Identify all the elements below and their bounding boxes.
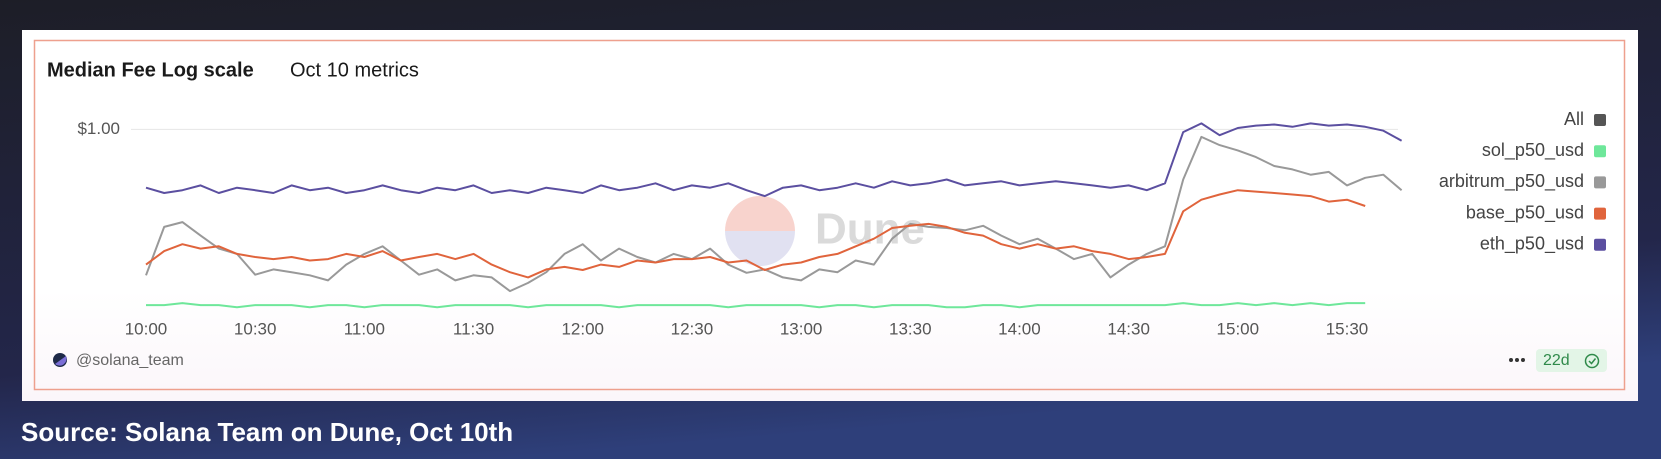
legend-label: base_p50_usd <box>1466 202 1584 223</box>
x-tick-label: 12:30 <box>671 319 714 338</box>
legend-item[interactable]: arbitrum_p50_usd <box>1439 171 1584 192</box>
legend-item[interactable]: eth_p50_usd <box>1480 234 1584 255</box>
avatar-accent <box>55 356 67 366</box>
legend-label: eth_p50_usd <box>1480 234 1584 255</box>
legend-label: All <box>1564 109 1584 129</box>
x-tick-label: 13:00 <box>780 319 823 338</box>
watermark-text: Dune <box>815 205 925 254</box>
y-tick-label: $1.00 <box>77 119 120 138</box>
x-tick-label: 10:30 <box>234 319 277 338</box>
series-line <box>145 122 1403 198</box>
dot <box>1521 358 1525 362</box>
legend-swatch <box>1594 207 1606 220</box>
x-tick-label: 11:30 <box>453 319 494 338</box>
legend-item[interactable]: sol_p50_usd <box>1482 140 1584 161</box>
legend: All sol_p50_usd arbitrum_p50_usd base_p50_u… <box>1439 109 1606 255</box>
x-tick-label: 14:30 <box>1107 319 1150 338</box>
watermark-logo-top <box>725 196 795 231</box>
legend-swatch <box>1594 145 1606 158</box>
legend-swatch <box>1594 176 1606 189</box>
legend-swatch <box>1594 238 1606 251</box>
x-tick-label: 15:00 <box>1217 319 1260 338</box>
author: @solana_team <box>76 352 184 369</box>
legend-swatch <box>1594 114 1606 126</box>
watermark-logo-bottom <box>725 231 795 266</box>
caption: Source: Solana Team on Dune, Oct 10th <box>21 417 513 447</box>
x-tick-label: 15:30 <box>1326 319 1369 338</box>
x-tick-label: 14:00 <box>998 319 1041 338</box>
more-menu[interactable] <box>1509 358 1525 362</box>
chart-title: Median Fee Log scale <box>47 59 254 81</box>
legend-label: sol_p50_usd <box>1482 140 1584 161</box>
card <box>22 30 1638 401</box>
age-text: 22d <box>1543 352 1570 369</box>
plot: $1.00 10:00 10:30 11:00 11:30 12:00 12:30 13:00… <box>77 119 1403 338</box>
check-mark <box>1588 358 1597 365</box>
legend-label: arbitrum_p50_usd <box>1439 171 1584 192</box>
legend-entries: sol_p50_usd arbitrum_p50_usd base_p50_usde… <box>1439 140 1584 255</box>
watermark: Dune <box>725 196 925 266</box>
x-tick-label: 10:00 <box>125 319 168 338</box>
series-line <box>146 302 1366 309</box>
card-border <box>33 39 1626 391</box>
dot <box>1515 358 1519 362</box>
dot <box>1509 358 1513 362</box>
chart-subtitle: Oct 10 metrics <box>290 59 419 81</box>
x-tick-label: 12:00 <box>561 319 604 338</box>
check-icon <box>1584 353 1600 369</box>
series-line <box>145 189 1366 279</box>
series-line <box>145 135 1403 293</box>
x-tick-label: 13:30 <box>889 319 932 338</box>
legend-item[interactable]: base_p50_usd <box>1466 202 1584 223</box>
x-tick-label: 11:00 <box>344 319 385 338</box>
